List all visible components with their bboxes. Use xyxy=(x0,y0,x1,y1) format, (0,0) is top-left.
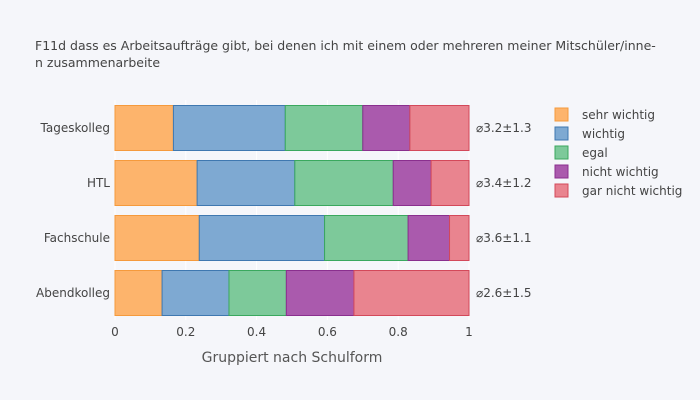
x-axis-label: Gruppiert nach Schulform xyxy=(202,350,383,366)
legend-label: gar nicht wichtig xyxy=(582,184,682,198)
bar-segment xyxy=(430,160,470,206)
bar-annotation: ⌀3.6±1.1 xyxy=(476,231,531,245)
bar-segment xyxy=(114,215,200,261)
y-tick-label: Tageskolleg xyxy=(40,121,110,135)
chart-title: F11d dass es Arbeitsaufträge gibt, bei d… xyxy=(35,38,656,70)
bar-annotations: ⌀3.2±1.3 ⌀3.4±1.2 ⌀3.6±1.1 ⌀2.6±1.5 xyxy=(476,121,531,300)
bar-annotation: ⌀2.6±1.5 xyxy=(476,286,531,300)
legend-swatch xyxy=(554,145,569,160)
bar-annotation: ⌀3.2±1.3 xyxy=(476,121,531,135)
legend-swatch xyxy=(554,107,569,122)
legend-item[interactable]: nicht wichtig xyxy=(554,164,659,179)
legend-item[interactable]: gar nicht wichtig xyxy=(554,183,682,198)
bar-segment xyxy=(294,160,394,206)
y-tick-label: Abendkolleg xyxy=(36,286,110,300)
x-tick-labels: 0 0.2 0.4 0.6 0.8 1 xyxy=(111,325,473,339)
legend-item[interactable]: wichtig xyxy=(554,126,625,141)
bar-segment xyxy=(196,160,296,206)
y-tick-label: Fachschule xyxy=(44,231,110,245)
legend-label: sehr wichtig xyxy=(582,108,655,122)
legend-item[interactable]: sehr wichtig xyxy=(554,107,655,122)
bar-segment xyxy=(114,105,174,151)
y-tick-labels: Tageskolleg HTL Fachschule Abendkolleg xyxy=(36,121,110,300)
legend-label: nicht wichtig xyxy=(582,165,659,179)
bar-segment xyxy=(324,215,409,261)
x-tick-label: 0.2 xyxy=(176,325,195,339)
legend-item[interactable]: egal xyxy=(554,145,608,160)
bar-segment xyxy=(407,215,451,261)
bar-segment xyxy=(114,270,163,316)
legend-swatch xyxy=(554,126,569,141)
bar-segment xyxy=(172,105,286,151)
legend-label: wichtig xyxy=(582,127,625,141)
bar-segment xyxy=(362,105,411,151)
bar-segment xyxy=(161,270,230,316)
x-tick-label: 0.6 xyxy=(318,325,337,339)
legend-label: egal xyxy=(582,146,608,160)
bar-segment xyxy=(409,105,470,151)
bar-annotation: ⌀3.4±1.2 xyxy=(476,176,531,190)
x-tick-label: 0.4 xyxy=(247,325,266,339)
chart-title-line: F11d dass es Arbeitsaufträge gibt, bei d… xyxy=(35,38,656,53)
y-tick-label: HTL xyxy=(87,176,110,190)
legend-swatch xyxy=(554,164,569,179)
legend[interactable]: sehr wichtig wichtig egal nicht wichtig gar … xyxy=(554,107,682,198)
bar-segment xyxy=(285,270,355,316)
legend-swatch xyxy=(554,183,569,198)
bar-segment xyxy=(353,270,470,316)
bar-segment xyxy=(392,160,432,206)
bar-segment xyxy=(198,215,326,261)
x-tick-label: 1 xyxy=(465,325,473,339)
bar-segment xyxy=(449,215,470,261)
bars xyxy=(114,105,470,316)
x-tick-label: 0 xyxy=(111,325,119,339)
chart-title-line: n zusammenarbeite xyxy=(35,55,160,70)
bar-segment xyxy=(228,270,287,316)
x-tick-label: 0.8 xyxy=(389,325,408,339)
bar-segment xyxy=(114,160,198,206)
bar-segment xyxy=(284,105,364,151)
